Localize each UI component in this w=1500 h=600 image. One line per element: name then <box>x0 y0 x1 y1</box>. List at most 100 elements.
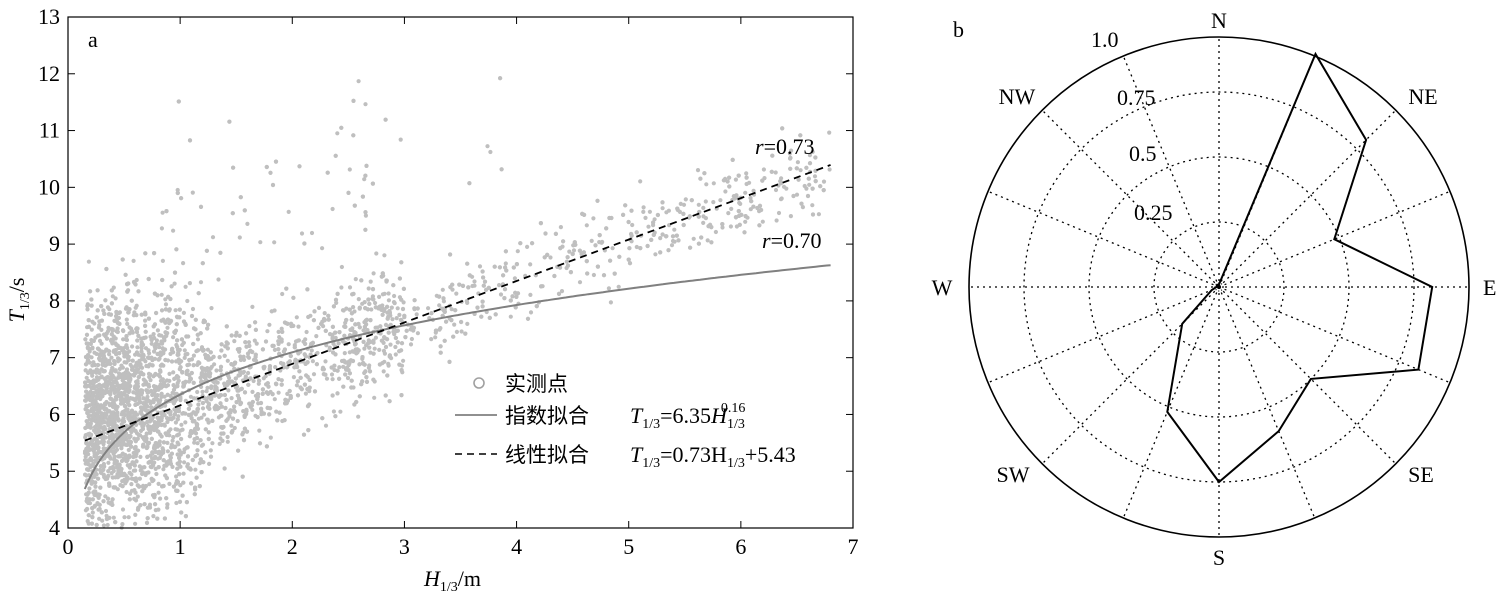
observed-point <box>194 475 199 480</box>
observed-point <box>151 514 156 519</box>
observed-point <box>95 288 100 293</box>
observed-point <box>241 438 247 443</box>
observed-point <box>294 315 299 320</box>
observed-point <box>110 365 115 371</box>
observed-point <box>651 220 656 225</box>
observed-point <box>130 344 135 349</box>
observed-point <box>188 376 193 381</box>
observed-point <box>397 276 402 281</box>
observed-point <box>513 305 518 310</box>
observed-point <box>208 366 213 371</box>
observed-point <box>127 470 132 475</box>
observed-point <box>181 261 186 266</box>
observed-point <box>193 426 198 431</box>
observed-point <box>316 325 321 330</box>
observed-point <box>178 396 183 401</box>
observed-point <box>412 298 417 303</box>
observed-point <box>273 159 279 164</box>
observed-point <box>111 349 116 354</box>
observed-point <box>114 407 119 412</box>
observed-point <box>210 235 216 240</box>
observed-point <box>627 261 633 266</box>
observed-point <box>90 363 95 368</box>
observed-point <box>96 476 101 481</box>
observed-point <box>286 209 291 214</box>
observed-point <box>214 368 219 373</box>
observed-point <box>273 381 279 386</box>
observed-point <box>316 305 322 310</box>
observed-point <box>110 475 115 480</box>
observed-point <box>120 378 125 383</box>
observed-point <box>111 515 116 520</box>
observed-point <box>183 420 188 425</box>
observed-point <box>294 383 299 388</box>
observed-point <box>154 423 159 428</box>
observed-point <box>727 175 732 180</box>
observed-point <box>503 249 508 254</box>
observed-point <box>186 406 191 411</box>
observed-point <box>482 279 488 284</box>
observed-point <box>86 318 91 323</box>
spoke <box>1122 286 1220 519</box>
observed-point <box>135 381 140 386</box>
observed-point <box>198 375 203 380</box>
observed-point <box>805 193 811 199</box>
observed-point <box>117 357 122 362</box>
observed-point <box>177 315 182 320</box>
observed-point <box>139 392 144 397</box>
observed-point <box>159 391 164 396</box>
observed-point <box>113 520 118 525</box>
observed-point <box>285 321 290 326</box>
observed-point <box>149 436 154 441</box>
observed-point <box>93 484 98 489</box>
observed-point <box>670 238 676 244</box>
observed-point <box>315 350 320 356</box>
observed-point <box>254 341 259 346</box>
observed-point <box>211 354 216 359</box>
observed-point <box>760 178 765 183</box>
x-tick-label: 1 <box>175 534 186 559</box>
observed-point <box>110 400 116 406</box>
observed-point <box>244 407 249 412</box>
observed-point <box>96 428 102 433</box>
observed-point <box>174 322 179 327</box>
observed-point <box>629 208 634 213</box>
observed-point <box>194 435 200 441</box>
observed-point <box>666 248 671 253</box>
observed-point <box>333 153 338 158</box>
observed-point <box>727 184 732 189</box>
observed-point <box>182 348 187 353</box>
observed-point <box>387 399 392 404</box>
observed-point <box>171 335 176 340</box>
observed-point <box>125 475 130 480</box>
observed-point <box>182 460 187 465</box>
observed-point <box>83 398 88 403</box>
legend: 实测点 指数拟合 T1/3=6.35H1/30.16 线性拟合 T1/3=0.7… <box>455 372 796 471</box>
observed-point <box>150 363 155 368</box>
observed-point <box>409 336 414 342</box>
observed-point <box>179 422 184 427</box>
observed-point <box>177 499 183 504</box>
observed-point <box>804 165 809 170</box>
observed-point <box>154 310 159 316</box>
observed-point <box>363 213 368 218</box>
observed-point <box>97 338 103 343</box>
observed-point <box>119 422 124 427</box>
observed-point <box>128 433 133 439</box>
observed-point <box>162 319 167 324</box>
observed-point <box>135 338 140 343</box>
observed-point <box>748 207 753 212</box>
observed-point <box>133 428 138 434</box>
observed-point <box>525 316 531 321</box>
observed-point <box>180 427 185 432</box>
observed-point <box>322 318 327 323</box>
observed-point <box>116 321 121 326</box>
observed-point <box>402 313 407 318</box>
observed-point <box>148 401 153 406</box>
observed-point <box>106 422 111 427</box>
observed-point <box>149 355 154 360</box>
observed-point <box>312 389 318 394</box>
observed-point <box>108 501 113 506</box>
observed-point <box>367 301 372 306</box>
observed-point <box>109 376 114 382</box>
